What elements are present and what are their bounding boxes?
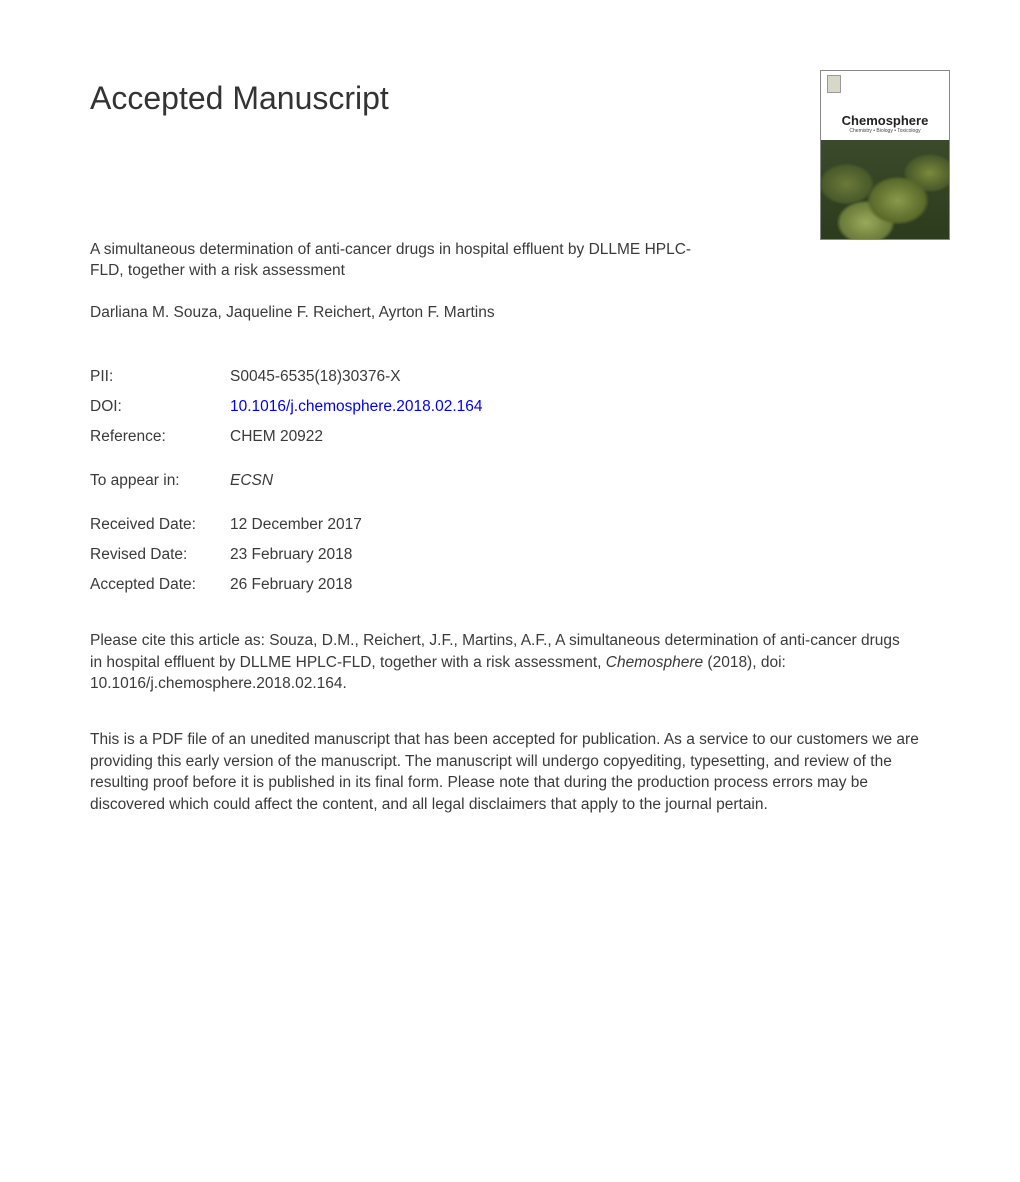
meta-row-received: Received Date: 12 December 2017 (90, 510, 483, 540)
meta-value: 23 February 2018 (230, 540, 483, 570)
cover-journal-name: Chemosphere Chemistry • Biology • Toxico… (821, 111, 949, 140)
meta-value: 12 December 2017 (230, 510, 483, 540)
meta-value: ECSN (230, 466, 483, 496)
meta-label: Revised Date: (90, 540, 230, 570)
meta-label: PII: (90, 362, 230, 392)
spacer (90, 452, 483, 466)
meta-row-revised: Revised Date: 23 February 2018 (90, 540, 483, 570)
meta-row-doi: DOI: 10.1016/j.chemosphere.2018.02.164 (90, 392, 483, 422)
meta-value: CHEM 20922 (230, 422, 483, 452)
spacer (90, 496, 483, 510)
metadata-table: PII: S0045-6535(18)30376-X DOI: 10.1016/… (90, 362, 483, 600)
citation-journal: Chemosphere (606, 654, 703, 671)
disclaimer-text: This is a PDF file of an unedited manusc… (90, 729, 920, 816)
cover-artwork (821, 140, 949, 240)
meta-label: Accepted Date: (90, 570, 230, 600)
article-authors: Darliana M. Souza, Jaqueline F. Reichert… (90, 304, 930, 322)
meta-label: DOI: (90, 392, 230, 422)
article-title: A simultaneous determination of anti-can… (90, 240, 710, 282)
meta-value: S0045-6535(18)30376-X (230, 362, 483, 392)
meta-value: 26 February 2018 (230, 570, 483, 600)
meta-row-reference: Reference: CHEM 20922 (90, 422, 483, 452)
meta-label: To appear in: (90, 466, 230, 496)
meta-row-appear: To appear in: ECSN (90, 466, 483, 496)
meta-label: Received Date: (90, 510, 230, 540)
header-row: Accepted Manuscript Chemosphere Chemistr… (90, 80, 930, 240)
cover-subtitle: Chemistry • Biology • Toxicology (821, 128, 949, 134)
doi-link[interactable]: 10.1016/j.chemosphere.2018.02.164 (230, 398, 483, 415)
meta-label: Reference: (90, 422, 230, 452)
meta-value[interactable]: 10.1016/j.chemosphere.2018.02.164 (230, 392, 483, 422)
meta-row-accepted: Accepted Date: 26 February 2018 (90, 570, 483, 600)
publisher-logo-icon (827, 75, 841, 93)
cover-top-bar (821, 71, 949, 111)
citation-text: Please cite this article as: Souza, D.M.… (90, 630, 910, 695)
page-heading: Accepted Manuscript (90, 80, 389, 117)
meta-row-pii: PII: S0045-6535(18)30376-X (90, 362, 483, 392)
journal-cover-thumbnail: Chemosphere Chemistry • Biology • Toxico… (820, 70, 950, 240)
cover-journal-name-text: Chemosphere (842, 113, 929, 128)
